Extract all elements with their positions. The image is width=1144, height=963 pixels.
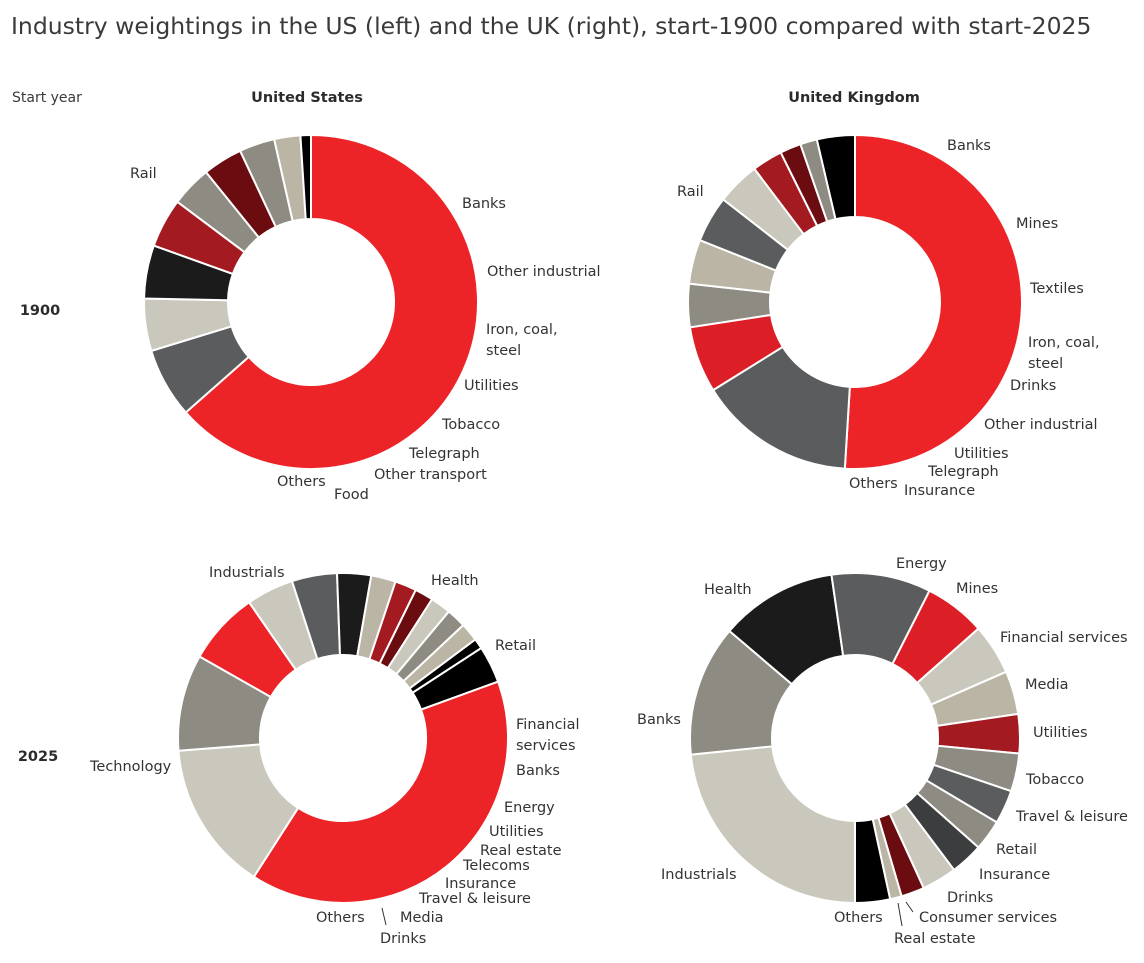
label-media: Media xyxy=(1025,677,1069,693)
label-tobacco: Tobacco xyxy=(441,417,500,433)
slice-rail xyxy=(843,133,1023,470)
label-industrials: Industrials xyxy=(661,867,737,883)
label-travel-leisure: Travel & leisure xyxy=(418,891,531,907)
label-banks: Banks xyxy=(947,138,991,154)
label-drinks: Drinks xyxy=(1010,378,1056,394)
leader-line-real-estate xyxy=(897,902,903,927)
label-industrials: Industrials xyxy=(209,565,285,581)
label-utilities: Utilities xyxy=(464,378,519,394)
label-utilities: Utilities xyxy=(954,446,1009,462)
label-drinks: Drinks xyxy=(947,890,993,906)
label-telegraph: Telegraph xyxy=(927,464,999,480)
leader-line-drinks xyxy=(381,907,387,926)
label-travel-leisure: Travel & leisure xyxy=(1015,809,1128,825)
label-mines: Mines xyxy=(956,581,998,597)
label-iron-coal-steel: Iron, coal, steel xyxy=(486,322,558,359)
label-rail: Rail xyxy=(130,166,157,182)
slice-technology xyxy=(252,680,509,904)
label-drinks: Drinks xyxy=(380,931,426,947)
label-real-estate: Real estate xyxy=(480,843,562,859)
label-financial-services: Financial services xyxy=(516,717,580,754)
label-insurance: Insurance xyxy=(445,876,516,892)
label-others: Others xyxy=(277,474,326,490)
column-title-uk: United Kingdom xyxy=(788,90,920,106)
label-media: Media xyxy=(400,910,444,926)
slice-others xyxy=(411,646,500,711)
donut-us-1900: Rail Banks Other industrial Iron, coal, s… xyxy=(130,133,601,503)
slice-others xyxy=(815,133,856,221)
donut-us-2025: Technology Industrials Health Retail Fin… xyxy=(89,565,580,947)
label-textiles: Textiles xyxy=(1029,281,1084,297)
slice-others xyxy=(299,133,312,221)
label-food: Food xyxy=(334,487,369,503)
label-telegraph: Telegraph xyxy=(408,446,480,462)
label-utilities: Utilities xyxy=(1033,725,1088,741)
label-energy: Energy xyxy=(504,800,555,816)
label-others: Others xyxy=(834,910,883,926)
label-technology: Technology xyxy=(89,759,172,775)
chart-title: Industry weightings in the US (left) and… xyxy=(11,12,1091,40)
label-retail: Retail xyxy=(495,638,536,654)
row-title-1900: 1900 xyxy=(20,303,60,319)
label-financial-services: Financial services xyxy=(1000,630,1128,646)
label-other-industrial: Other industrial xyxy=(487,264,601,280)
label-consumer-services: Consumer services xyxy=(919,910,1057,926)
start-year-label: Start year xyxy=(12,90,82,106)
leader-line-consumer-services xyxy=(905,901,914,913)
donut-uk-2025: Industrials Banks Health Energy Mines Fi… xyxy=(637,556,1128,947)
slice-rail xyxy=(184,133,479,470)
donut-uk-1900: Rail Banks Mines Textiles Iron, coal, ste… xyxy=(677,133,1100,499)
slice-industrials xyxy=(689,745,856,905)
label-real-estate: Real estate xyxy=(894,931,976,947)
label-other-industrial: Other industrial xyxy=(984,417,1098,433)
label-other-transport: Other transport xyxy=(374,467,487,483)
row-title-2025: 2025 xyxy=(18,749,58,765)
label-banks: Banks xyxy=(516,763,560,779)
label-tobacco: Tobacco xyxy=(1025,772,1084,788)
label-mines: Mines xyxy=(1016,216,1058,232)
label-health: Health xyxy=(704,582,752,598)
label-banks: Banks xyxy=(637,712,681,728)
label-rail: Rail xyxy=(677,184,704,200)
label-others: Others xyxy=(849,476,898,492)
label-utilities: Utilities xyxy=(489,824,544,840)
label-iron-coal-steel: Iron, coal, steel xyxy=(1028,335,1100,372)
label-others: Others xyxy=(316,910,365,926)
label-health: Health xyxy=(431,573,479,589)
label-insurance: Insurance xyxy=(904,483,975,499)
column-title-us: United States xyxy=(251,90,363,106)
label-energy: Energy xyxy=(896,556,947,572)
slice-others xyxy=(854,817,892,905)
label-banks: Banks xyxy=(462,196,506,212)
label-telecoms: Telecoms xyxy=(462,858,530,874)
label-insurance: Insurance xyxy=(979,867,1050,883)
label-retail: Retail xyxy=(996,842,1037,858)
